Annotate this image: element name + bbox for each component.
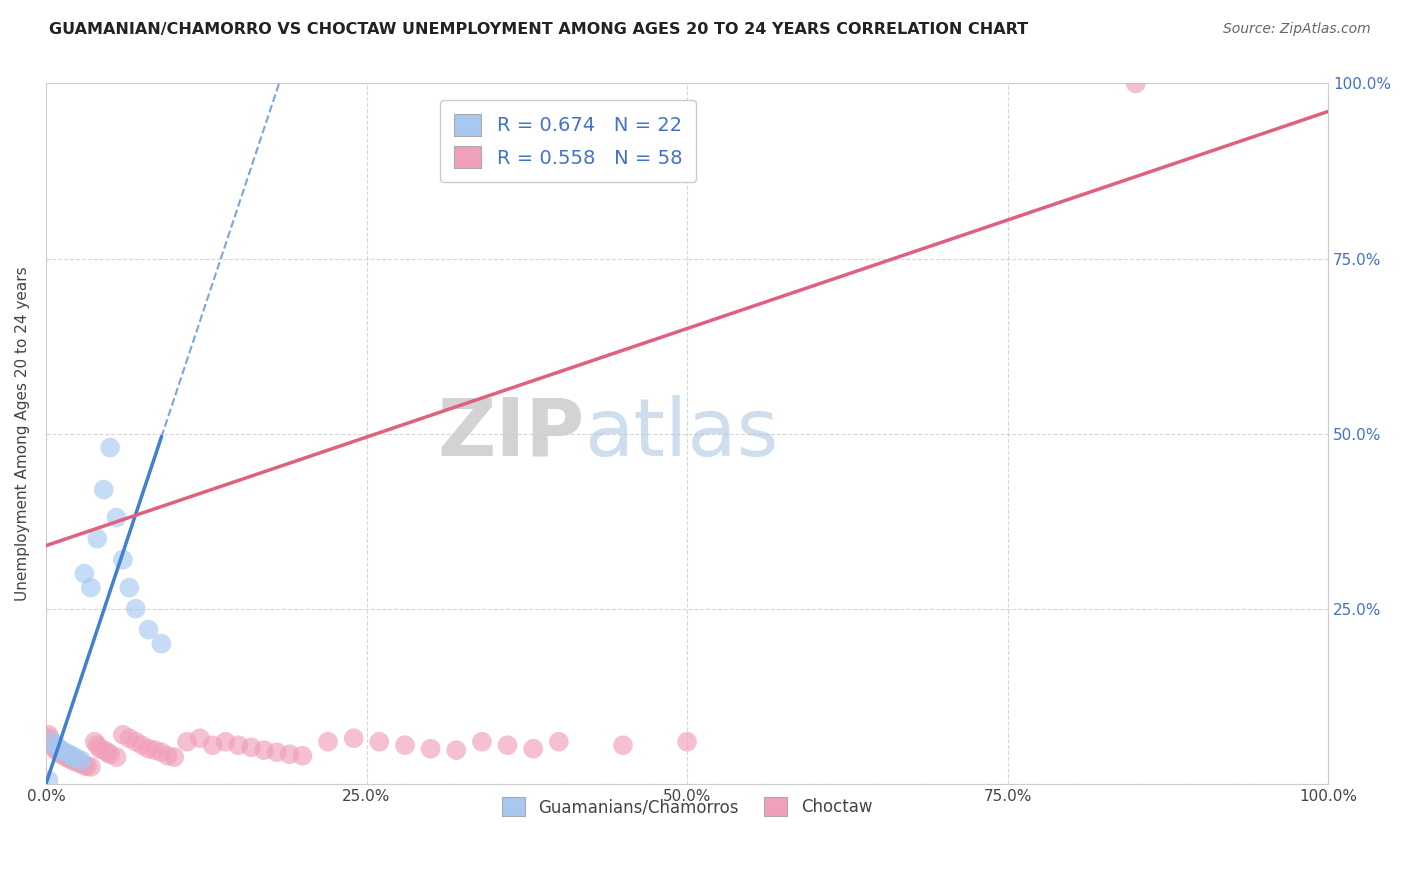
Point <box>76 759 98 773</box>
Point <box>53 745 76 759</box>
Point <box>45 738 67 752</box>
Point <box>96 745 118 759</box>
Point <box>48 741 70 756</box>
Point <box>316 735 339 749</box>
Point <box>86 738 108 752</box>
Point <box>163 750 186 764</box>
Point <box>394 738 416 752</box>
Point <box>118 581 141 595</box>
Point <box>39 735 62 749</box>
Point <box>278 747 301 762</box>
Point <box>55 750 77 764</box>
Point <box>150 637 173 651</box>
Point <box>63 750 86 764</box>
Point <box>73 758 96 772</box>
Point <box>105 750 128 764</box>
Point <box>201 738 224 752</box>
Point <box>48 745 70 759</box>
Point <box>105 510 128 524</box>
Point <box>51 743 73 757</box>
Point <box>98 747 121 762</box>
Point <box>138 623 160 637</box>
Point <box>547 735 569 749</box>
Point <box>63 755 86 769</box>
Point <box>240 740 263 755</box>
Point <box>60 748 83 763</box>
Text: atlas: atlas <box>585 394 779 473</box>
Point <box>52 748 75 763</box>
Point <box>80 581 103 595</box>
Point <box>226 738 249 752</box>
Point <box>522 741 544 756</box>
Point <box>612 738 634 752</box>
Point <box>98 441 121 455</box>
Point <box>446 743 468 757</box>
Point <box>188 731 211 746</box>
Point <box>45 743 67 757</box>
Point <box>89 741 111 756</box>
Point <box>70 757 93 772</box>
Point <box>496 738 519 752</box>
Point <box>93 743 115 757</box>
Point <box>70 754 93 768</box>
Y-axis label: Unemployment Among Ages 20 to 24 years: Unemployment Among Ages 20 to 24 years <box>15 267 30 601</box>
Point <box>368 735 391 749</box>
Point <box>138 741 160 756</box>
Point <box>83 735 105 749</box>
Point <box>58 747 80 762</box>
Point <box>66 752 89 766</box>
Point <box>80 760 103 774</box>
Legend: Guamanians/Chamorros, Choctaw: Guamanians/Chamorros, Choctaw <box>494 789 880 824</box>
Point <box>44 741 66 756</box>
Point <box>150 745 173 759</box>
Point <box>58 751 80 765</box>
Point <box>131 738 153 752</box>
Point <box>266 745 288 759</box>
Point <box>42 738 65 752</box>
Point <box>143 743 166 757</box>
Point <box>125 601 148 615</box>
Point <box>66 756 89 770</box>
Point <box>253 743 276 757</box>
Point <box>73 566 96 581</box>
Point <box>1125 77 1147 91</box>
Point <box>676 735 699 749</box>
Point <box>471 735 494 749</box>
Point <box>60 753 83 767</box>
Point <box>93 483 115 497</box>
Point <box>343 731 366 746</box>
Point <box>156 748 179 763</box>
Point <box>419 741 441 756</box>
Point <box>41 736 63 750</box>
Point <box>214 735 236 749</box>
Point <box>86 532 108 546</box>
Point <box>125 735 148 749</box>
Point <box>38 728 60 742</box>
Point <box>118 731 141 746</box>
Point <box>111 728 134 742</box>
Point <box>41 735 63 749</box>
Text: Source: ZipAtlas.com: Source: ZipAtlas.com <box>1223 22 1371 37</box>
Text: ZIP: ZIP <box>437 394 585 473</box>
Point <box>291 748 314 763</box>
Point <box>38 773 60 788</box>
Point <box>111 552 134 566</box>
Point <box>176 735 198 749</box>
Point <box>38 731 60 746</box>
Text: GUAMANIAN/CHAMORRO VS CHOCTAW UNEMPLOYMENT AMONG AGES 20 TO 24 YEARS CORRELATION: GUAMANIAN/CHAMORRO VS CHOCTAW UNEMPLOYME… <box>49 22 1028 37</box>
Point <box>51 747 73 762</box>
